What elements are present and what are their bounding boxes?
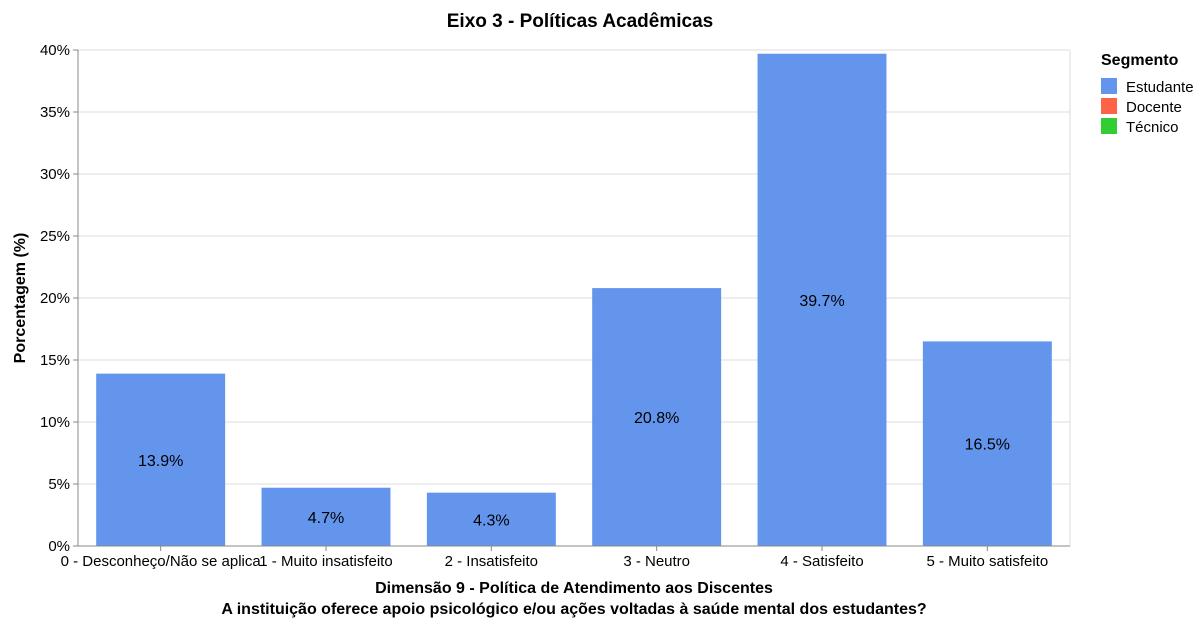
y-tick-label: 5% [48, 476, 70, 493]
bars [96, 53, 1052, 546]
bar-value-label: 4.7% [308, 510, 344, 527]
x-tick-label: 3 - Neutro [623, 553, 690, 570]
bar-value-label: 13.9% [138, 453, 183, 470]
grid [78, 49, 1071, 547]
bar [426, 492, 556, 546]
y-tick-label: 15% [40, 352, 70, 369]
y-tick-label: 20% [40, 290, 70, 307]
legend-swatch [1101, 118, 1117, 134]
x-tick-label: 0 - Desconheço/Não se aplica [61, 553, 262, 570]
bar-value-label: 4.3% [473, 512, 509, 529]
bar-value-label: 39.7% [799, 293, 844, 310]
legend-entry-label: Estudante [1126, 79, 1194, 96]
legend-entry-label: Técnico [1126, 119, 1179, 136]
y-tick-label: 0% [48, 538, 70, 555]
bar [261, 487, 391, 546]
legend-swatch [1101, 98, 1117, 114]
x-axis-title-line2: A instituição oferece apoio psicológico … [221, 601, 926, 618]
y-axis-ticks: 0% 5% 10% 15% 20% 25% 30% 35% 40% [40, 42, 78, 555]
bar [922, 341, 1052, 546]
chart-title: Eixo 3 - Políticas Acadêmicas [447, 11, 713, 32]
y-axis-title: Porcentagem (%) [12, 233, 29, 364]
legend-entry-label: Docente [1126, 99, 1182, 116]
y-tick-label: 25% [40, 228, 70, 245]
y-tick-label: 35% [40, 104, 70, 121]
bar-labels: 13.9% 4.7% 4.3% 20.8% 39.7% 16.5% [138, 293, 1010, 529]
x-tick-label: 5 - Muito satisfeito [926, 553, 1048, 570]
x-axis-title: Dimensão 9 - Política de Atendimento aos… [375, 580, 773, 597]
x-tick-label: 4 - Satisfeito [780, 553, 863, 570]
bar-value-label: 16.5% [965, 437, 1010, 454]
bar [592, 288, 722, 546]
legend-title: Segmento [1101, 52, 1179, 69]
legend-swatch [1101, 78, 1117, 94]
bar [96, 373, 226, 546]
y-tick-label: 10% [40, 414, 70, 431]
bar [757, 53, 887, 546]
y-tick-label: 30% [40, 166, 70, 183]
y-tick-label: 40% [40, 42, 70, 59]
x-tick-label: 1 - Muito insatisfeito [259, 553, 392, 570]
bar-value-label: 20.8% [634, 410, 679, 427]
x-tick-label: 2 - Insatisfeito [445, 553, 538, 570]
legend: Segmento Estudante Docente Técnico [1101, 52, 1194, 136]
